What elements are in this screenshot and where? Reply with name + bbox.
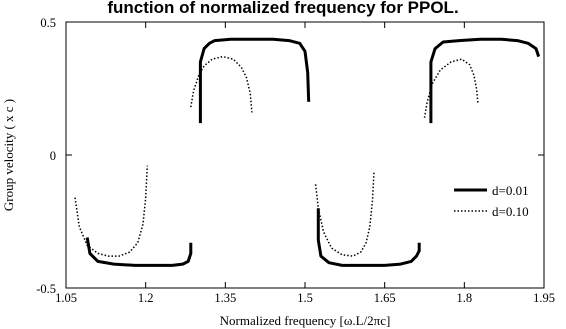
series-d001-line-seg-1 — [198, 37, 311, 124]
y-axis-ticks: 0.5 0 -0.5 — [36, 16, 544, 296]
x-tick-label: 1.5 — [297, 291, 313, 305]
x-tick-label: 1.05 — [55, 291, 77, 305]
series-d010-line-seg-0 — [74, 165, 149, 257]
x-axis-ticks: 1.05 1.2 1.35 1.5 1.65 1.8 1.95 — [55, 22, 555, 305]
x-tick-label: 1.95 — [533, 291, 555, 305]
y-axis-label: Group velocity ( x c ) — [1, 99, 16, 211]
y-tick-label: 0 — [50, 149, 56, 163]
series-d001-line-seg-3 — [429, 37, 541, 124]
legend-label-d010: d=0.10 — [492, 204, 529, 219]
series-d010-line-seg-3 — [423, 58, 479, 118]
x-tick-label: 1.2 — [138, 291, 154, 305]
chart-title: function of normalized frequency for PPO… — [107, 0, 458, 17]
x-tick-label: 1.65 — [374, 291, 396, 305]
series-d001-line-seg-0 — [85, 237, 193, 267]
x-tick-label: 1.35 — [214, 291, 236, 305]
y-tick-label: -0.5 — [36, 282, 56, 296]
y-tick-label: 0.5 — [40, 16, 56, 30]
series-d010-line-seg-2 — [314, 170, 375, 257]
series-d001-line-seg-2 — [316, 208, 421, 267]
legend: d=0.01 d=0.10 — [454, 183, 529, 219]
x-tick-label: 1.8 — [457, 291, 473, 305]
x-axis-label: Normalized frequency [ω.L/2πc] — [220, 313, 391, 328]
series-layer — [74, 37, 541, 267]
legend-label-d001: d=0.01 — [492, 183, 529, 198]
